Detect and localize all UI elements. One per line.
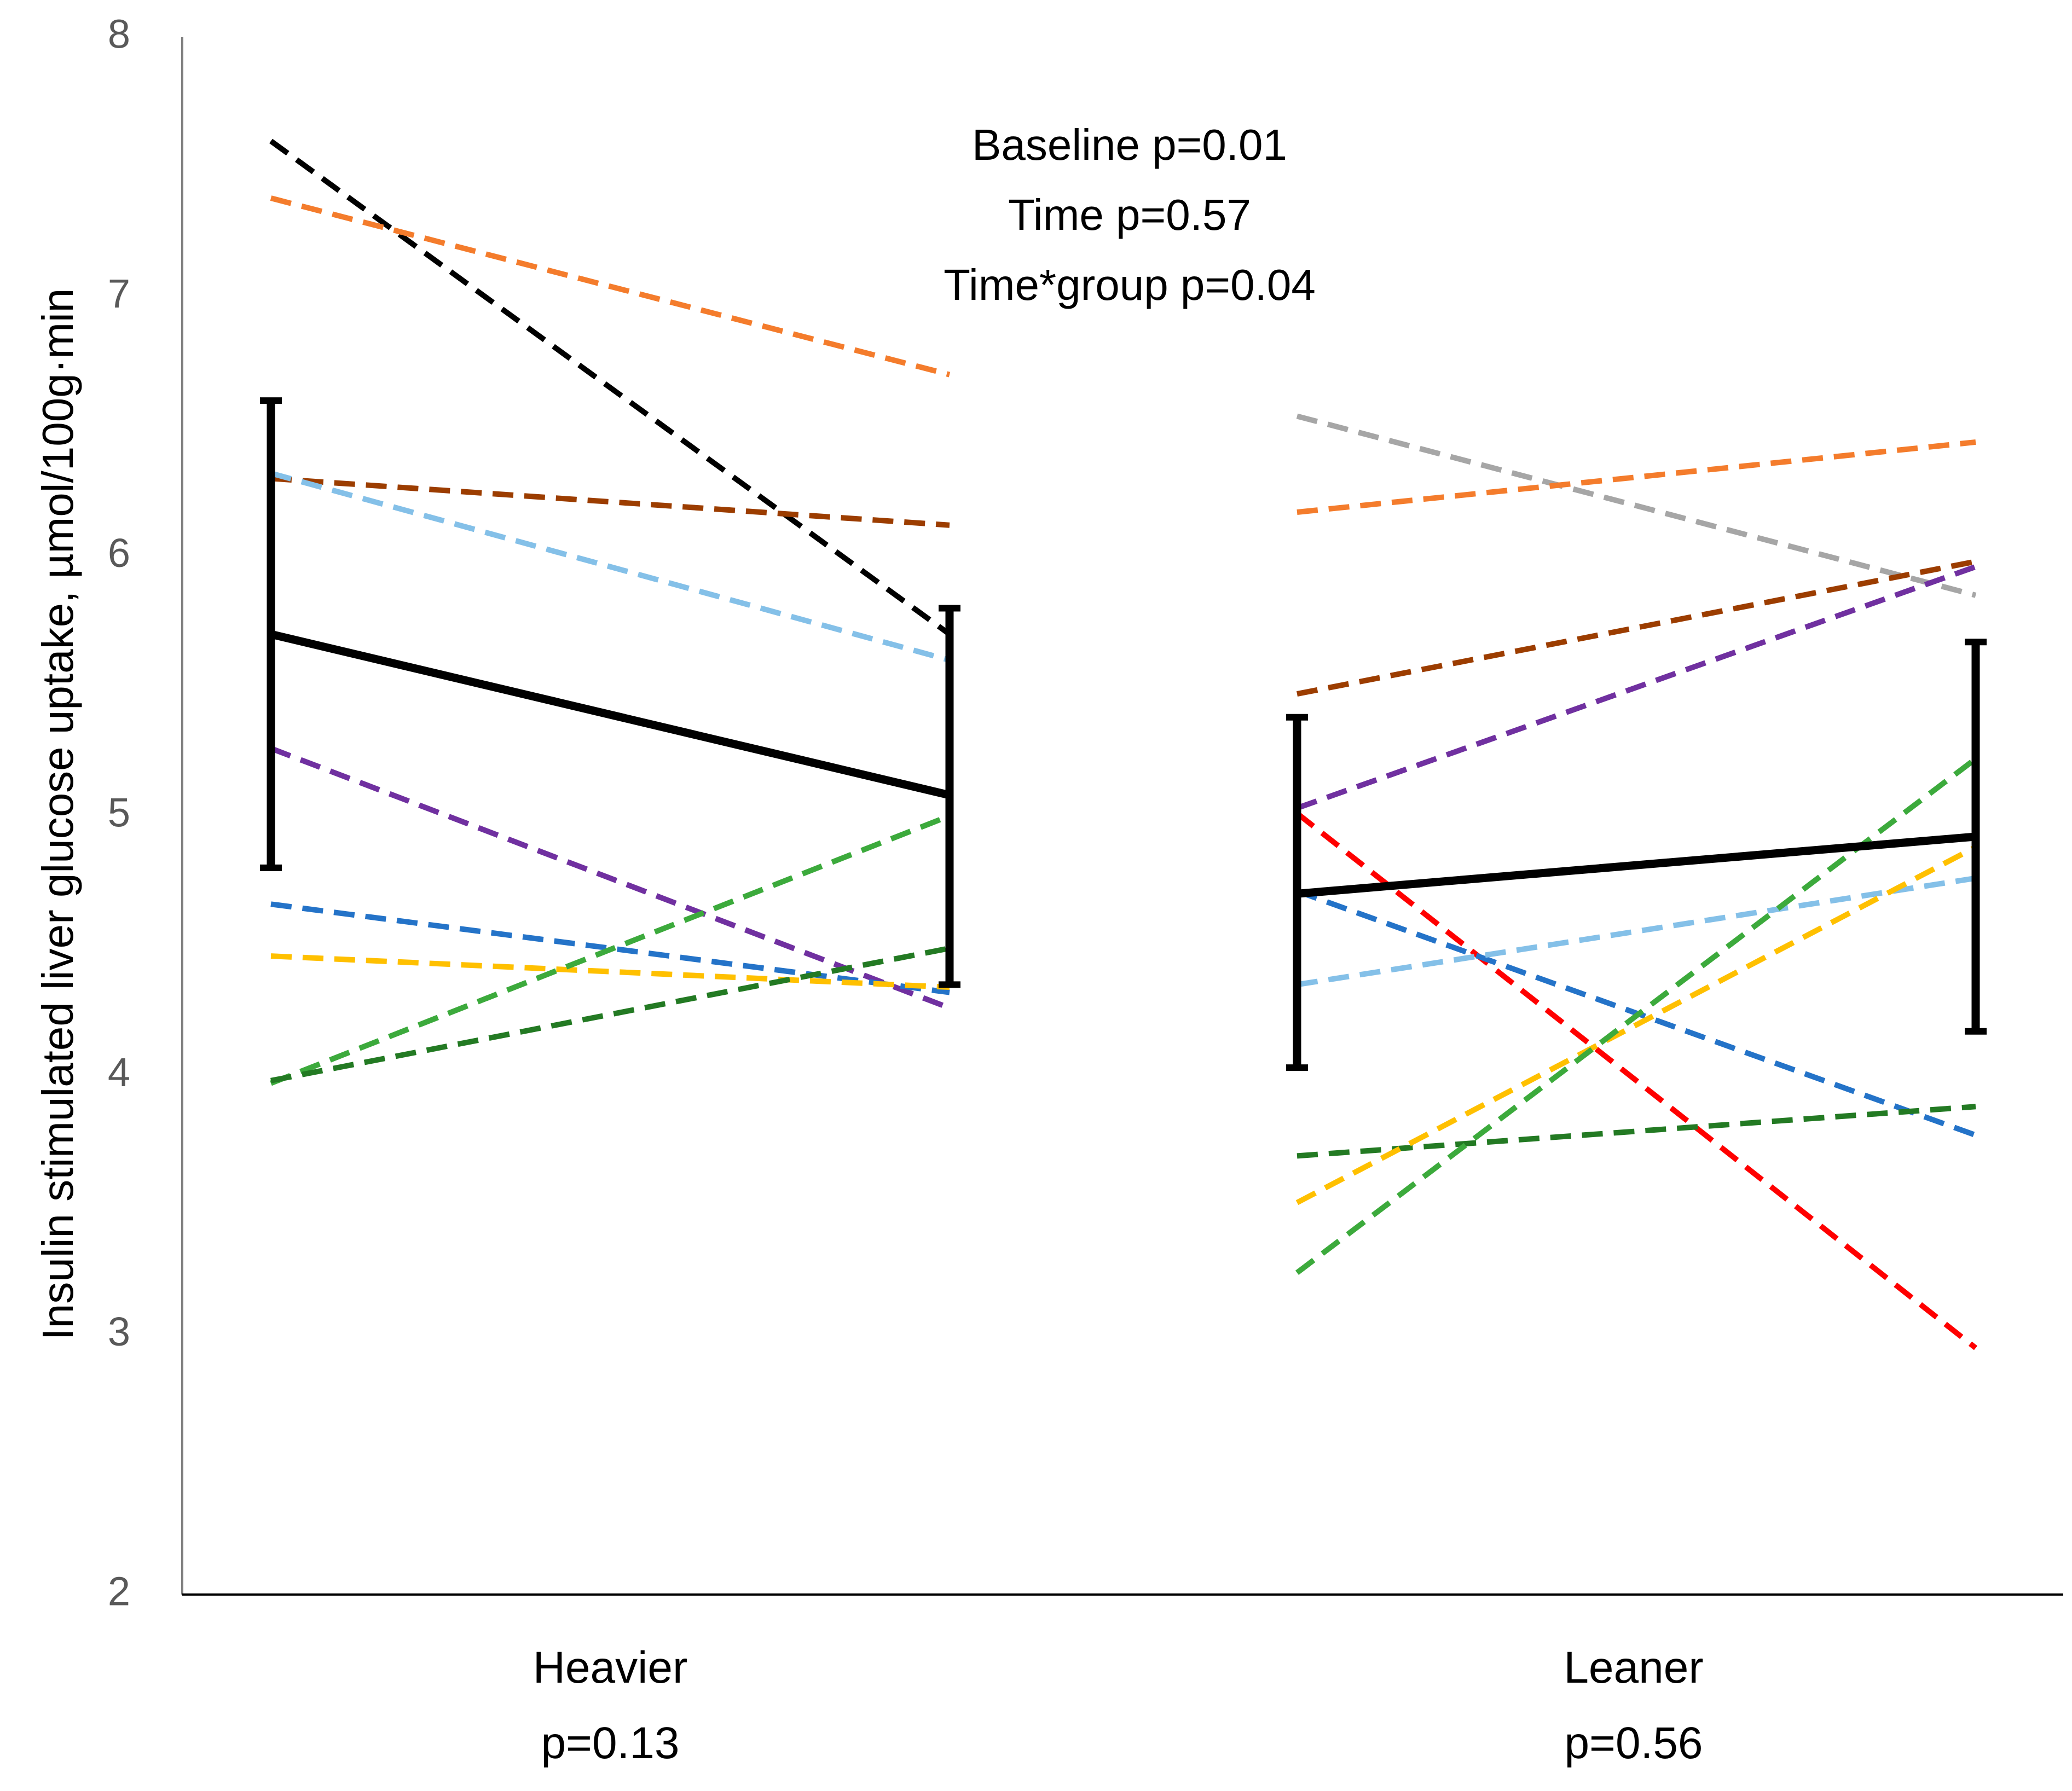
group-labels: Heavier p=0.13 Leaner p=0.56 (533, 1643, 1704, 1768)
y-tick-label-0: 2 (108, 1569, 130, 1614)
group-label-0: Heavier (533, 1643, 688, 1693)
annotations: Baseline p=0.01 Time p=0.57 Time*group p=0… (944, 120, 1316, 309)
axes (181, 37, 2063, 1596)
mean-line-0 (267, 630, 954, 799)
individual-line-1-0 (1296, 413, 1977, 598)
individual-lines (269, 138, 1978, 1351)
individual-line-0-2 (270, 476, 950, 528)
individual-line-0-6 (270, 953, 950, 990)
individual-line-0-3 (270, 471, 951, 663)
y-tick-label-2: 4 (108, 1050, 130, 1095)
y-tick-label-1: 3 (108, 1309, 130, 1354)
individual-line-0-4 (270, 746, 951, 1011)
individual-line-1-3 (1296, 564, 1977, 811)
y-tick-label-4: 6 (108, 530, 130, 576)
individual-line-1-8 (1295, 844, 1977, 1205)
group-p-label-1: p=0.56 (1564, 1718, 1703, 1768)
individual-line-0-0 (269, 138, 951, 637)
individual-line-1-6 (1297, 875, 1976, 988)
annotation-2: Time*group p=0.04 (944, 260, 1316, 309)
y-axis-label: Insulin stimulated liver glucose uptake,… (33, 288, 82, 1341)
y-tick-labels: 2 3 4 5 6 7 8 (108, 11, 130, 1614)
individual-line-1-7 (1297, 1104, 1976, 1159)
group-p-label-0: p=0.13 (541, 1718, 679, 1768)
y-tick-label-5: 7 (108, 271, 130, 316)
mean-lines (267, 630, 1980, 898)
individual-line-1-4 (1295, 811, 1978, 1351)
error-bars (260, 397, 1987, 1071)
individual-line-0-5 (270, 901, 950, 995)
individual-line-1-1 (1297, 439, 1976, 515)
annotation-1: Time p=0.57 (1008, 190, 1251, 239)
group-label-1: Leaner (1564, 1643, 1703, 1693)
annotation-0: Baseline p=0.01 (972, 120, 1287, 169)
individual-line-0-7 (270, 813, 951, 1086)
mean-line-1 (1293, 832, 1980, 898)
individual-line-0-1 (270, 195, 951, 378)
y-tick-label-6: 8 (108, 11, 130, 57)
individual-line-1-2 (1297, 559, 1976, 697)
individual-line-0-8 (270, 946, 950, 1083)
y-tick-label-3: 5 (108, 790, 130, 836)
individual-line-1-9 (1295, 756, 1978, 1275)
